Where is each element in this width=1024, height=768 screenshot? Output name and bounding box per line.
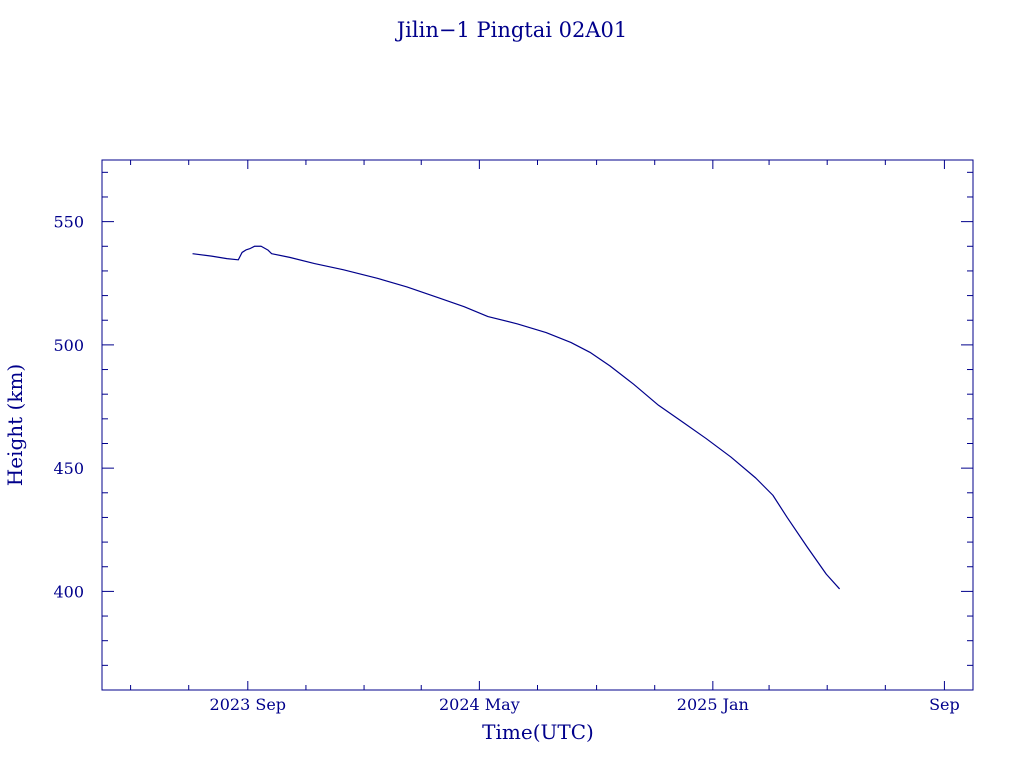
y-tick-label: 400: [53, 582, 84, 601]
x-axis-label: Time(UTC): [482, 720, 594, 744]
x-tick-label: 2023 Sep: [210, 695, 286, 714]
y-axis-tick-labels: 400 450 500 550: [53, 213, 84, 602]
chart-title: Jilin−1 Pingtai 02A01: [395, 18, 628, 42]
y-tick-label: 550: [53, 213, 84, 232]
x-axis-tick-labels: 2023 Sep 2024 May 2025 Jan Sep: [210, 695, 960, 714]
y-tick-label: 450: [53, 459, 84, 478]
y-axis-ticks: [102, 171, 973, 666]
height-series-line: [192, 245, 841, 590]
x-axis-ticks: [130, 160, 945, 690]
x-tick-label: 2025 Jan: [677, 695, 749, 714]
series-group: [192, 245, 841, 590]
y-tick-label: 500: [53, 336, 84, 355]
x-tick-label: 2024 May: [439, 695, 520, 714]
x-tick-label: Sep: [929, 695, 960, 714]
y-axis-label: Height (km): [3, 364, 27, 486]
plot-frame: [101, 159, 974, 691]
